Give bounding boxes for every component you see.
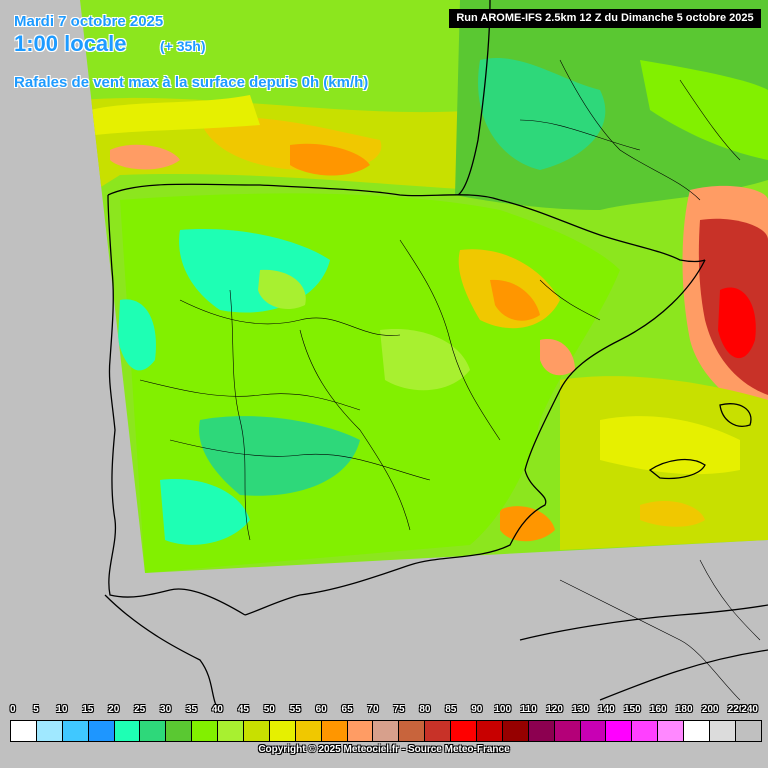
legend-swatch (399, 721, 426, 741)
legend-swatch (554, 721, 581, 741)
parameter-title: Rafales de vent max à la surface depuis … (14, 74, 369, 91)
legend-swatch (373, 721, 400, 741)
legend-swatch (710, 721, 736, 741)
forecast-time: 1:00 locale (14, 31, 127, 56)
legend-tick-label: 90 (471, 704, 483, 715)
legend-tick-label: 140 (598, 704, 615, 715)
legend-swatch (88, 721, 115, 741)
model-run-label: Run AROME-IFS 2.5km 12 Z du Dimanche 5 o… (449, 9, 761, 28)
legend-ticks: 0 5 10 15 20 25 30 35 40 45 50 55 60 65 70 75 80 85 90 100 1… (10, 704, 762, 718)
legend-swatch (62, 721, 89, 741)
legend-tick-label: 45 (237, 704, 249, 715)
legend-swatch (192, 721, 219, 741)
forecast-offset: (+ 35h) (160, 38, 206, 54)
legend-swatch (321, 721, 348, 741)
legend-tick-label: 30 (160, 704, 172, 715)
legend-swatch (502, 721, 529, 741)
legend-swatch (166, 721, 193, 741)
legend-tick-label: 75 (393, 704, 405, 715)
legend-swatch (451, 721, 478, 741)
legend-swatch (11, 721, 37, 741)
legend-tick-label: 240 (741, 704, 758, 715)
forecast-date: Mardi 7 octobre 2025 (14, 13, 164, 30)
legend-tick-label: 220 (727, 704, 745, 715)
legend-tick-label: 70 (367, 704, 379, 715)
legend-swatch (114, 721, 141, 741)
legend-tick-label: 65 (341, 704, 353, 715)
coastlines (104, 0, 768, 713)
legend-swatch (244, 721, 270, 741)
legend-tick-label: 20 (108, 704, 120, 715)
legend-bar (10, 720, 762, 742)
legend-tick-label: 100 (494, 704, 512, 715)
legend-swatch (269, 721, 296, 741)
legend-tick-label: 200 (701, 704, 719, 715)
legend-tick-label: 40 (211, 704, 223, 715)
legend-swatch (218, 721, 245, 741)
legend-tick-label: 15 (82, 704, 94, 715)
legend-swatch (528, 721, 555, 741)
regional-borders (139, 59, 761, 701)
legend-tick-label: 60 (315, 704, 327, 715)
legend-tick-label: 130 (572, 704, 589, 715)
legend-tick-label: 110 (520, 704, 537, 715)
legend-swatch (140, 721, 167, 741)
legend-tick-label: 120 (546, 704, 563, 715)
legend-swatch (295, 721, 322, 741)
legend-tick-label: 85 (445, 704, 457, 715)
legend-swatch (425, 721, 452, 741)
legend-swatch (632, 721, 659, 741)
legend-tick-label: 50 (263, 704, 275, 715)
legend-tick-label: 5 (33, 704, 39, 715)
legend-swatch (36, 721, 63, 741)
legend-swatch (606, 721, 633, 741)
legend-tick-label: 180 (675, 704, 693, 715)
legend-tick-label: 80 (419, 704, 431, 715)
legend-swatch (477, 721, 503, 741)
legend-tick-label: 55 (289, 704, 301, 715)
legend-tick-label: 25 (134, 704, 146, 715)
legend-swatch (735, 721, 761, 741)
legend-swatch (684, 721, 711, 741)
legend-tick-label: 10 (56, 704, 68, 715)
legend-swatch (347, 721, 374, 741)
legend-tick-label: 150 (624, 704, 641, 715)
legend-tick-label: 160 (649, 704, 667, 715)
legend-tick-label: 0 (10, 704, 16, 715)
legend-tick-label: 35 (185, 704, 198, 715)
legend-swatch (658, 721, 685, 741)
copyright-text: Copyright © 2025 Meteociel.fr - Source M… (258, 744, 510, 755)
legend-swatch (580, 721, 607, 741)
